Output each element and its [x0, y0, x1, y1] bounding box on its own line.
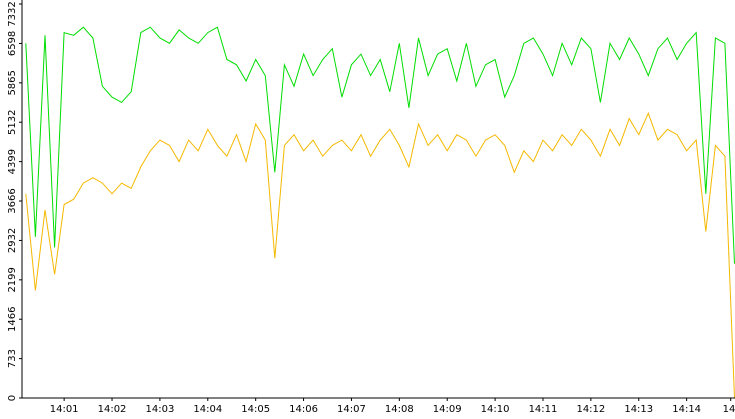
x-tick-label: 14:11: [529, 404, 558, 415]
y-tick-label: 5865: [7, 70, 18, 95]
x-tick-label: 14:06: [289, 404, 318, 415]
x-tick-label: 14:09: [433, 404, 462, 415]
y-tick-label: 5132: [7, 109, 18, 134]
x-tick-label: 14:02: [98, 404, 127, 415]
x-tick-label: 14:14: [672, 404, 701, 415]
x-tick-label: 14:04: [193, 404, 222, 415]
x-tick-label: 14:07: [337, 404, 366, 415]
x-tick-label: 14:: [723, 404, 735, 415]
y-tick-label: 4399: [7, 149, 18, 174]
y-tick-label: 1466: [7, 306, 18, 331]
y-tick-label: 2199: [7, 267, 18, 292]
x-tick-label: 14:03: [145, 404, 174, 415]
y-tick-label: 2932: [7, 228, 18, 253]
x-tick-label: 14:05: [241, 404, 270, 415]
x-tick-label: 14:10: [481, 404, 510, 415]
y-tick-label: 733: [7, 349, 18, 368]
y-tick-label: 0: [7, 395, 18, 401]
x-tick-label: 14:08: [385, 404, 414, 415]
y-tick-label: 3666: [7, 188, 18, 213]
y-tick-label: 7332: [7, 1, 18, 26]
x-tick-label: 14:12: [576, 404, 605, 415]
series-line: [25, 26, 735, 264]
x-tick-label: 14:01: [50, 404, 79, 415]
y-tick-label: 6598: [7, 31, 18, 56]
x-tick-label: 14:13: [624, 404, 653, 415]
series-line: [25, 111, 735, 399]
